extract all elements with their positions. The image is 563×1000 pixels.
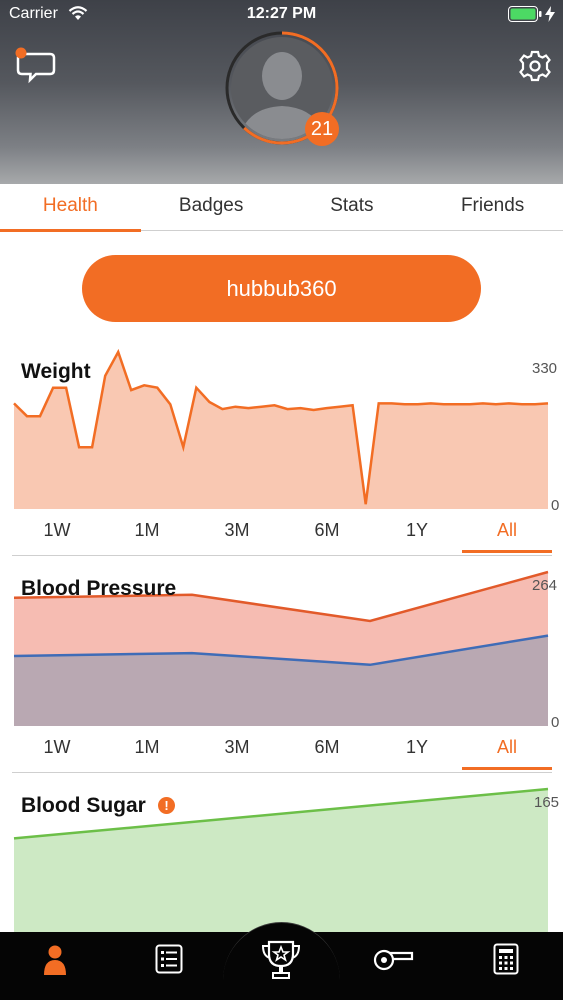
- bp-range-1m[interactable]: 1M: [134, 737, 160, 757]
- carrier-label: Carrier: [9, 5, 58, 22]
- wifi-icon: [68, 6, 88, 20]
- alert-icon[interactable]: !: [158, 797, 175, 814]
- weight-ymin-label: 0: [551, 497, 560, 514]
- tab-friends[interactable]: Friends: [460, 195, 525, 216]
- weight-range-1w[interactable]: 1W: [43, 520, 71, 540]
- tab-stats[interactable]: Stats: [330, 195, 374, 216]
- chat-bubble-icon[interactable]: [14, 46, 56, 84]
- blood-pressure-chart[interactable]: [0, 0, 563, 740]
- bp-ymax-label: 264: [532, 577, 558, 594]
- weight-range-3m[interactable]: 3M: [224, 520, 250, 540]
- section-divider: [12, 772, 552, 773]
- weight-line: [13, 348, 549, 505]
- status-time: 12:27 PM: [246, 5, 317, 22]
- level-badge: 21: [305, 112, 339, 146]
- bp-systolic-line: [13, 570, 549, 623]
- weight-ymax-label: 330: [532, 360, 558, 377]
- bp-range-all[interactable]: All: [462, 731, 552, 771]
- profile-icon[interactable]: [42, 944, 68, 976]
- bp-diastolic-line: [13, 634, 549, 667]
- weight-area: [14, 352, 548, 509]
- section-divider: [12, 555, 552, 556]
- calculator-icon[interactable]: [493, 943, 519, 975]
- bp-range-selector: 1W 1M 3M 6M 1Y All: [12, 731, 552, 771]
- tab-health[interactable]: Health: [0, 184, 141, 232]
- sugar-ymax-label: 165: [534, 794, 560, 811]
- bp-range-6m[interactable]: 6M: [314, 737, 340, 757]
- whistle-icon[interactable]: [372, 946, 414, 972]
- blood-sugar-chart-title: Blood Sugar: [21, 794, 146, 817]
- blood-sugar-area: [14, 789, 548, 932]
- status-bar: Carrier 12:27 PM: [0, 0, 563, 30]
- battery-icon: [508, 6, 542, 22]
- blood-pressure-chart-title: Blood Pressure: [21, 577, 177, 600]
- profile-header: Carrier 12:27 PM: [0, 0, 563, 184]
- section-tabs: Health Badges Stats Friends: [0, 184, 563, 232]
- weight-chart-title: Weight: [21, 360, 91, 383]
- weight-chart[interactable]: [0, 0, 563, 520]
- weight-range-all[interactable]: All: [462, 514, 552, 554]
- settings-gear-icon[interactable]: [518, 49, 552, 83]
- bp-range-1y[interactable]: 1Y: [405, 737, 429, 757]
- charging-bolt-icon: [545, 6, 555, 22]
- bp-range-3m[interactable]: 3M: [224, 737, 250, 757]
- bp-ymin-label: 0: [551, 714, 560, 731]
- weight-range-1m[interactable]: 1M: [134, 520, 160, 540]
- blood-sugar-line: [13, 787, 549, 840]
- tab-badges[interactable]: Badges: [178, 195, 244, 216]
- blood-sugar-chart[interactable]: [0, 0, 563, 940]
- weight-range-6m[interactable]: 6M: [314, 520, 340, 540]
- weight-range-1y[interactable]: 1Y: [405, 520, 429, 540]
- trophy-icon[interactable]: [259, 938, 303, 982]
- list-icon[interactable]: [155, 944, 183, 974]
- weight-range-selector: 1W 1M 3M 6M 1Y All: [12, 514, 552, 554]
- username-button[interactable]: hubbub360: [82, 255, 481, 322]
- profile-avatar[interactable]: [224, 30, 340, 146]
- bp-range-1w[interactable]: 1W: [43, 737, 71, 757]
